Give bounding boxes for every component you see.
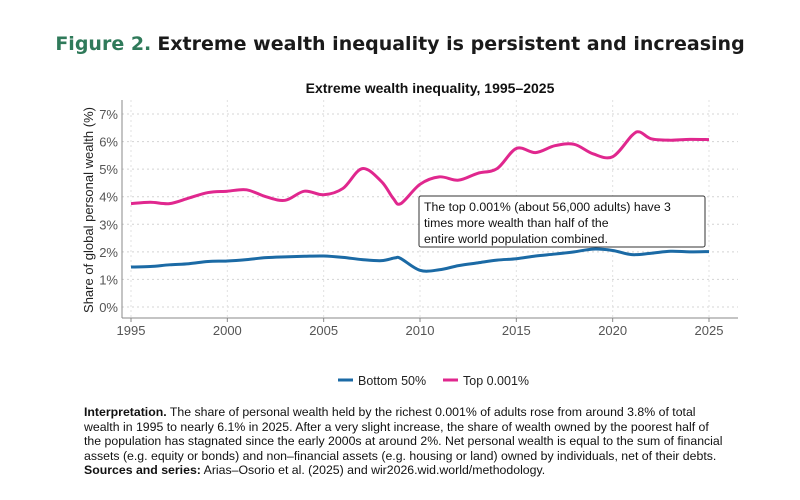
sources-label: Sources and series:: [84, 463, 201, 477]
figure-number: Figure 2.: [55, 33, 152, 55]
y-tick-label: 0%: [99, 300, 118, 315]
y-tick-label: 1%: [99, 272, 118, 287]
legend-label: Top 0.001%: [463, 374, 529, 388]
y-tick-label: 6%: [99, 135, 118, 150]
series-line-top-0001: [130, 130, 710, 206]
series-line-bottom-50: [130, 247, 710, 273]
y-tick-label: 5%: [99, 162, 118, 177]
y-tick-label: 4%: [99, 190, 118, 205]
legend-label: Bottom 50%: [358, 374, 426, 388]
x-tick-label: 1995: [117, 323, 146, 338]
y-axis-label: Share of global personal wealth (%): [81, 107, 96, 313]
annotation-text: times more wealth than half of the: [424, 216, 609, 230]
x-tick-label: 2005: [309, 323, 338, 338]
x-tick-label: 2015: [502, 323, 531, 338]
chart-title: Extreme wealth inequality, 1995–2025: [306, 80, 555, 96]
interpretation-text: The share of personal wealth held by the…: [84, 405, 723, 463]
y-tick-label: 7%: [99, 107, 118, 122]
interpretation-label: Interpretation.: [84, 405, 167, 419]
annotation-box: [418, 195, 706, 248]
line-chart: Extreme wealth inequality, 1995–2025 0% 1%…: [81, 80, 738, 388]
x-tick-label: 2025: [695, 323, 724, 338]
interpretation-note: Interpretation. The share of personal we…: [84, 405, 724, 478]
annotation-text: entire world population combined.: [424, 232, 608, 246]
x-tick-label: 2000: [213, 323, 242, 338]
x-tick-label: 2010: [406, 323, 435, 338]
sources-text: Arias–Osorio et al. (2025) and wir2026.w…: [200, 463, 546, 477]
x-tick-label: 2020: [598, 323, 627, 338]
annotation-text: The top 0.001% (about 56,000 adults) hav…: [424, 200, 671, 214]
figure-title: Figure 2. Extreme wealth inequality is p…: [0, 33, 800, 55]
y-tick-label: 3%: [99, 217, 118, 232]
figure-heading: Extreme wealth inequality is persistent …: [157, 33, 745, 55]
y-tick-label: 2%: [99, 245, 118, 260]
